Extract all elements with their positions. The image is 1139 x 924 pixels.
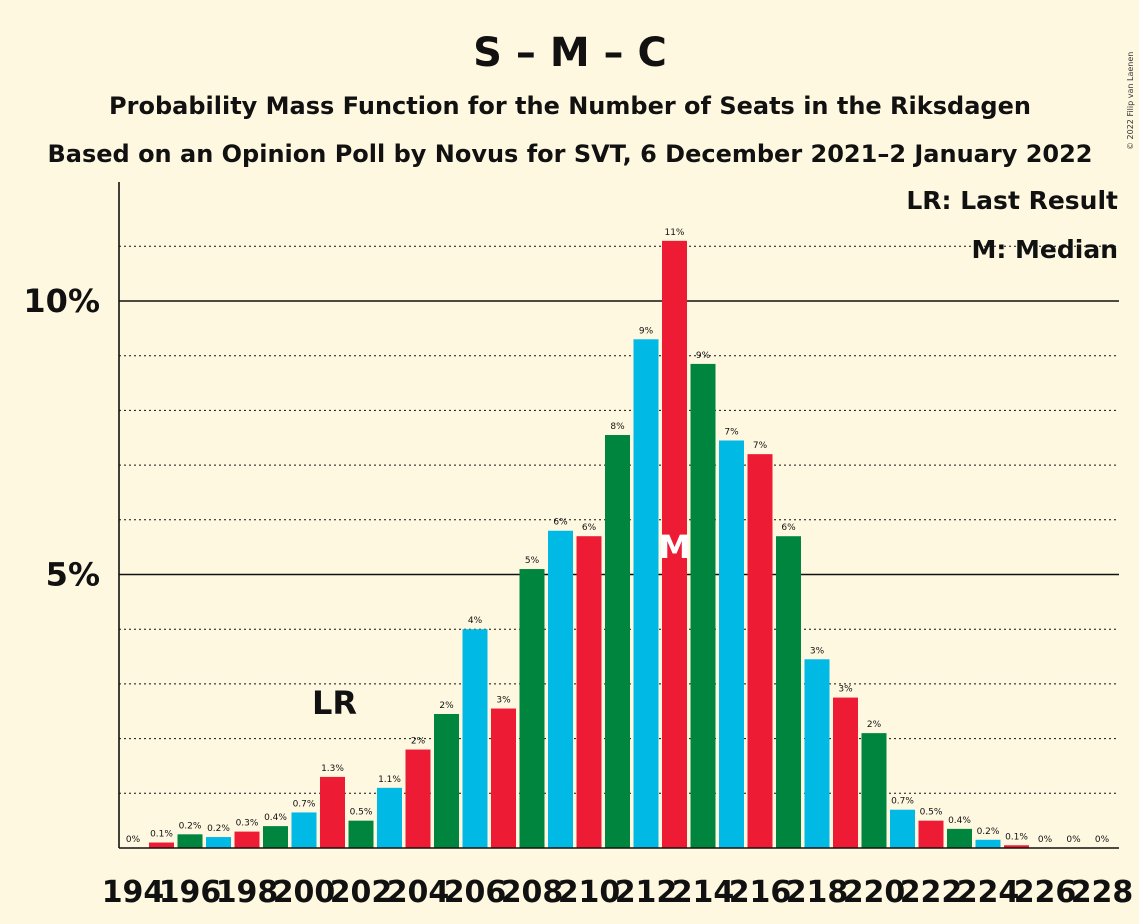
bar-label-227: 0% xyxy=(1066,835,1081,845)
bar-label-200: 0.7% xyxy=(293,799,316,809)
bar-label-222: 0.5% xyxy=(920,808,943,818)
bar-label-226: 0% xyxy=(1038,835,1053,845)
bar-label-218: 3% xyxy=(810,646,825,656)
bar-label-208: 5% xyxy=(525,556,540,566)
axes: 5%10%19419619820020220420620821021221421… xyxy=(23,182,1133,910)
bar-223 xyxy=(947,828,972,848)
bar-label-202: 0.5% xyxy=(350,808,373,818)
bar-224 xyxy=(975,839,1001,848)
bar-203 xyxy=(377,787,402,848)
bar-225 xyxy=(1004,845,1029,848)
bar-label-210: 6% xyxy=(582,523,597,533)
last-result-marker: LR xyxy=(312,684,357,722)
x-tick-label-198: 198 xyxy=(216,875,279,910)
bar-label-220: 2% xyxy=(867,720,882,730)
bar-217 xyxy=(776,536,801,848)
bar-195 xyxy=(149,842,174,848)
bar-205 xyxy=(434,713,459,848)
bar-215 xyxy=(719,440,744,848)
bar-label-211: 8% xyxy=(610,422,625,432)
bar-label-198: 0.3% xyxy=(236,819,259,829)
bar-label-221: 0.7% xyxy=(891,797,914,807)
bar-196 xyxy=(177,834,203,848)
x-tick-label-202: 202 xyxy=(330,875,393,910)
bar-216 xyxy=(747,454,773,848)
bar-198 xyxy=(234,831,260,848)
x-tick-label-214: 214 xyxy=(672,875,735,910)
bar-214 xyxy=(690,363,716,848)
copyright-note: © 2022 Filip van Laenen xyxy=(1126,52,1135,150)
x-tick-label-200: 200 xyxy=(273,875,336,910)
bar-208 xyxy=(519,569,545,848)
bar-label-209: 6% xyxy=(553,518,568,528)
x-tick-label-228: 228 xyxy=(1071,875,1134,910)
x-tick-label-196: 196 xyxy=(159,875,222,910)
bar-label-225: 0.1% xyxy=(1005,832,1028,842)
y-tick-label-5: 5% xyxy=(46,556,100,594)
x-tick-label-212: 212 xyxy=(615,875,678,910)
x-tick-label-194: 194 xyxy=(102,875,165,910)
markers: LR M xyxy=(312,528,690,722)
bar-label-203: 1.1% xyxy=(378,775,401,785)
chart-subtitle-2: Based on an Opinion Poll by Novus for SV… xyxy=(47,140,1092,168)
bar-220 xyxy=(861,733,887,848)
x-tick-label-224: 224 xyxy=(957,875,1020,910)
bar-210 xyxy=(576,536,602,848)
bar-222 xyxy=(918,820,944,848)
bar-label-212: 9% xyxy=(639,326,654,336)
bar-218 xyxy=(804,659,830,848)
x-tick-label-204: 204 xyxy=(387,875,450,910)
bar-199 xyxy=(263,826,288,848)
legend-last-result: LR: Last Result xyxy=(906,186,1118,215)
bar-label-207: 3% xyxy=(496,696,511,706)
bar-label-214: 9% xyxy=(696,351,711,361)
bar-label-204: 2% xyxy=(411,737,426,747)
bar-204 xyxy=(405,749,431,848)
bar-label-219: 3% xyxy=(838,685,853,695)
bar-212 xyxy=(633,339,659,848)
bar-label-195: 0.1% xyxy=(150,830,173,840)
bar-label-199: 0.4% xyxy=(264,813,287,823)
x-tick-label-226: 226 xyxy=(1014,875,1077,910)
bar-201 xyxy=(320,776,345,848)
bar-label-224: 0.2% xyxy=(977,827,1000,837)
chart-subtitle: Probability Mass Function for the Number… xyxy=(109,92,1031,120)
bar-211 xyxy=(605,435,630,848)
bar-200 xyxy=(291,812,317,848)
x-tick-label-208: 208 xyxy=(501,875,564,910)
x-tick-label-218: 218 xyxy=(786,875,849,910)
median-marker: M xyxy=(659,528,691,566)
bar-label-206: 4% xyxy=(468,616,483,626)
bar-label-215: 7% xyxy=(724,427,739,437)
chart-title: S – M – C xyxy=(473,30,667,76)
bar-label-201: 1.3% xyxy=(321,764,344,774)
y-tick-label-10: 10% xyxy=(23,282,100,320)
bar-202 xyxy=(348,820,374,848)
bar-label-223: 0.4% xyxy=(948,816,971,826)
bar-209 xyxy=(548,530,573,848)
bar-197 xyxy=(206,837,231,848)
x-tick-label-206: 206 xyxy=(444,875,507,910)
bars: 0% 0.1% 0.2% 0.2% 0.3% 0.4% 0.7% 1.3% 0.5% 1.1% 2%… xyxy=(126,228,1110,848)
bar-206 xyxy=(462,629,488,848)
bar-label-216: 7% xyxy=(753,441,768,451)
legend-median: M: Median xyxy=(971,235,1118,264)
x-tick-label-210: 210 xyxy=(558,875,621,910)
x-tick-label-222: 222 xyxy=(900,875,963,910)
bar-label-217: 6% xyxy=(781,523,796,533)
bar-label-194: 0% xyxy=(126,835,141,845)
bar-219 xyxy=(833,697,858,848)
bar-221 xyxy=(890,809,915,848)
bar-label-228: 0% xyxy=(1095,835,1110,845)
x-tick-label-216: 216 xyxy=(729,875,792,910)
bar-213 xyxy=(662,240,687,848)
bar-label-213: 11% xyxy=(664,228,684,238)
bar-label-197: 0.2% xyxy=(207,824,230,834)
bar-label-196: 0.2% xyxy=(179,821,202,831)
x-tick-label-220: 220 xyxy=(843,875,906,910)
bar-label-205: 2% xyxy=(439,701,454,711)
bar-207 xyxy=(491,708,516,848)
